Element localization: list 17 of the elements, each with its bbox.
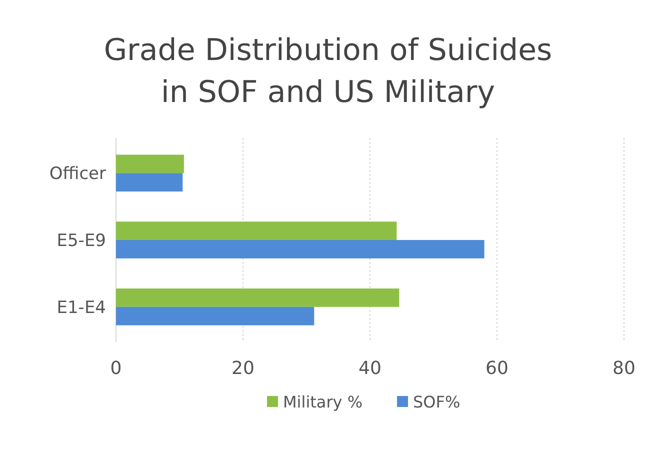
y-tick-label: E1-E4 xyxy=(56,298,106,318)
x-tick-label: 20 xyxy=(232,358,254,379)
bar xyxy=(116,306,314,326)
x-tick-label: 40 xyxy=(358,358,382,379)
legend-label: SOF% xyxy=(413,392,460,412)
bar xyxy=(116,154,184,174)
x-tick-label: 60 xyxy=(486,358,508,379)
bar xyxy=(116,240,484,258)
chart-title: Grade Distribution of Suicides in SOF and US Military xyxy=(104,33,552,110)
y-tick-label: E5-E9 xyxy=(56,230,106,251)
bar xyxy=(116,288,400,307)
bar xyxy=(116,173,183,192)
y-tick-label: Officer xyxy=(49,164,106,184)
bar xyxy=(116,222,397,240)
legend-label: Military % xyxy=(283,392,363,412)
x-tick-label: 0 xyxy=(110,358,122,379)
x-tick-label: 80 xyxy=(612,358,636,379)
